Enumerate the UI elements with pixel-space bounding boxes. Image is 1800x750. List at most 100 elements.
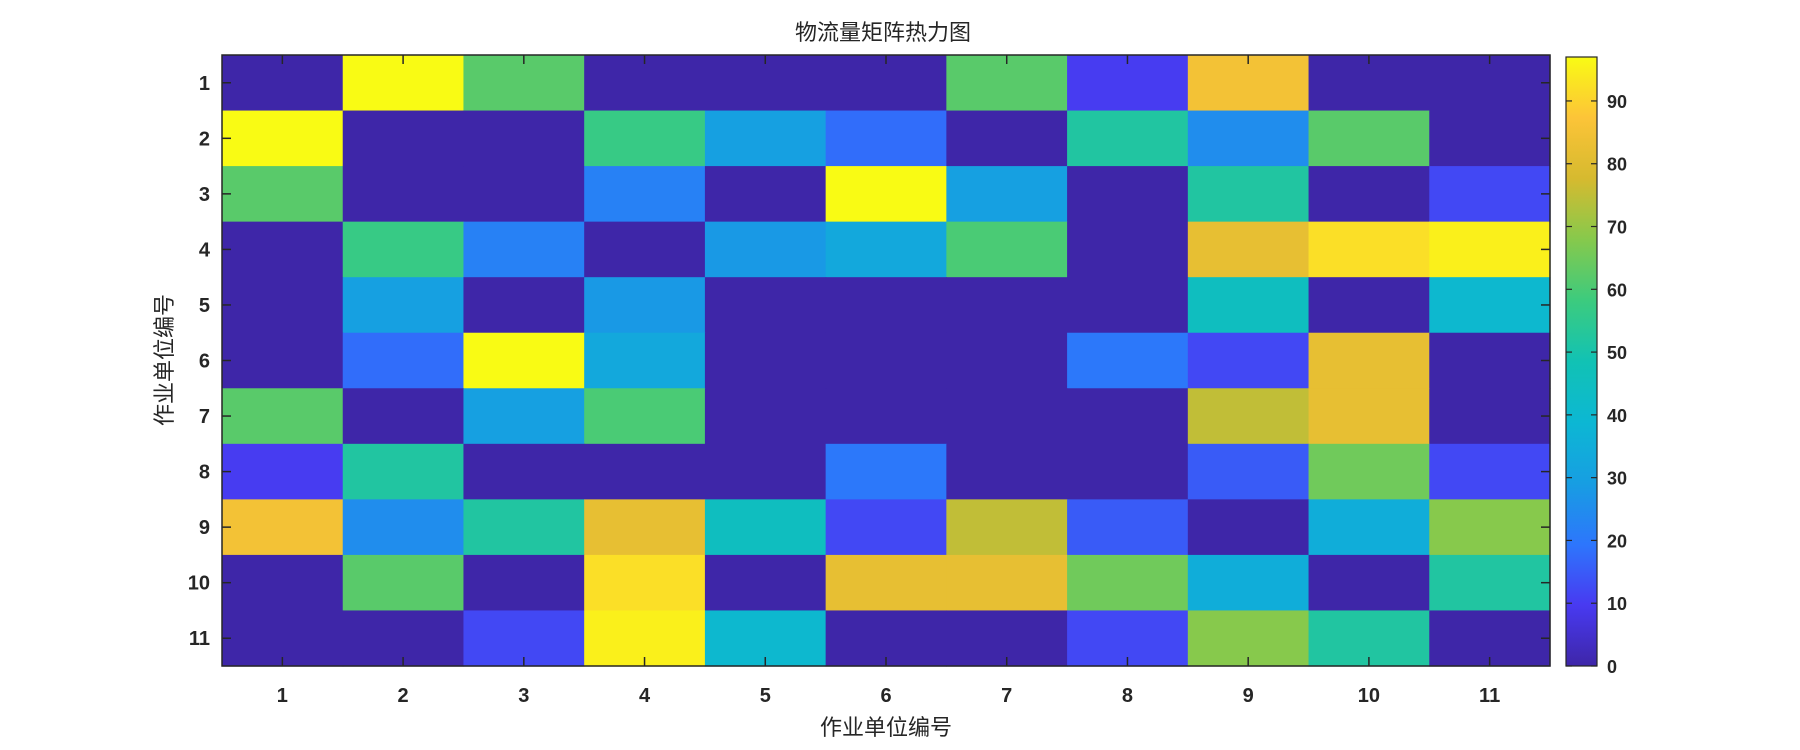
heatmap-cell	[1067, 110, 1189, 167]
heatmap-cell	[463, 166, 585, 223]
x-tick-label: 1	[277, 685, 288, 707]
heatmap-cell	[1067, 554, 1189, 612]
heatmap-cell	[825, 277, 947, 334]
heatmap-cell	[704, 166, 827, 223]
heatmap-cell	[1067, 55, 1189, 112]
heatmap-cell	[704, 55, 827, 112]
colorbar-tick-label: 70	[1607, 218, 1627, 238]
heatmap-cell	[1429, 277, 1551, 334]
heatmap-cell	[1308, 554, 1430, 612]
heatmap-cell	[463, 221, 585, 278]
heatmap-cell	[342, 166, 465, 223]
heatmap-cell	[946, 110, 1068, 167]
heatmap-cell	[584, 110, 706, 167]
x-tick-label: 6	[880, 685, 891, 707]
heatmap-cell	[584, 388, 706, 445]
heatmap-cell	[222, 55, 344, 112]
heatmap-cell	[704, 332, 827, 389]
heatmap-cell	[584, 221, 706, 278]
heatmap-cell	[1308, 55, 1430, 112]
heatmap-cell	[1308, 499, 1430, 556]
heatmap-cell	[222, 166, 344, 223]
heatmap-cell	[1067, 388, 1189, 445]
x-tick-label: 9	[1243, 685, 1254, 707]
heatmap-cell	[946, 55, 1068, 112]
heatmap-cell	[1187, 221, 1310, 278]
heatmap-cell	[704, 110, 827, 167]
colorbar-tick-label: 50	[1607, 343, 1627, 363]
heatmap-cell	[825, 55, 947, 112]
heatmap-cell	[704, 388, 827, 445]
x-axis-ticks: 1 2 3 4 5 6 7 8 9 10 11	[277, 55, 1500, 707]
heatmap-cell	[1308, 110, 1430, 167]
heatmap-cell	[584, 277, 706, 334]
heatmap-cell	[946, 277, 1068, 334]
heatmap-cell	[463, 443, 585, 500]
colorbar-tick-label: 30	[1607, 469, 1627, 489]
heatmap-cell	[1308, 277, 1430, 334]
heatmap-cell	[946, 499, 1068, 556]
heatmap-cell	[1308, 388, 1430, 445]
heatmap-cell	[1187, 332, 1310, 389]
heatmap-cell	[1187, 499, 1310, 556]
colorbar-tick-label: 40	[1607, 406, 1627, 426]
heatmap-cell	[222, 499, 344, 556]
heatmap-cell	[463, 499, 585, 556]
heatmap-cell	[704, 554, 827, 612]
heatmap-cell	[946, 166, 1068, 223]
heatmap-cell	[1187, 110, 1310, 167]
x-tick-label: 5	[760, 685, 771, 707]
heatmap-cell	[1308, 221, 1430, 278]
heatmap-cell	[1067, 277, 1189, 334]
heatmap-cell	[1308, 443, 1430, 500]
heatmap-cell	[342, 55, 465, 112]
heatmap-cell	[342, 332, 465, 389]
heatmap-cell	[825, 221, 947, 278]
colorbar-ticks: 0 10 20 30 40 50 60 70 80 90	[1566, 92, 1627, 677]
y-tick-label: 11	[189, 628, 210, 650]
heatmap-cell	[1187, 166, 1310, 223]
heatmap-cell	[222, 110, 344, 167]
y-axis-ticks: 1 2 3 4 5 6 7 8 9 10 11	[188, 73, 1550, 650]
x-tick-label: 2	[398, 685, 409, 707]
heatmap-cell	[463, 332, 585, 389]
x-tick-label: 4	[639, 685, 651, 707]
x-axis-label: 作业单位编号	[820, 716, 952, 741]
colorbar-tick-label: 60	[1607, 280, 1627, 300]
heatmap-cell	[1067, 166, 1189, 223]
colorbar-tick-label: 90	[1607, 92, 1627, 112]
heatmap-cell	[1187, 443, 1310, 500]
heatmap-cell	[946, 332, 1068, 389]
heatmap-cell	[1067, 499, 1189, 556]
heatmap-cell	[825, 166, 947, 223]
heatmap-cell	[463, 277, 585, 334]
heatmap-cell	[1429, 110, 1551, 167]
y-tick-label: 2	[199, 128, 210, 150]
heatmap-cell	[222, 443, 344, 500]
heatmap-cell	[1187, 388, 1310, 445]
colorbar-tick-label: 80	[1607, 155, 1627, 175]
heatmap-cell	[463, 554, 585, 612]
heatmap-cell	[584, 443, 706, 500]
heatmap-cell	[1067, 221, 1189, 278]
x-tick-label: 11	[1479, 685, 1500, 707]
heatmap-cell	[825, 388, 947, 445]
colorbar-tick-label: 0	[1607, 657, 1617, 677]
heatmap-cell	[1067, 443, 1189, 500]
heatmap-cell	[946, 554, 1068, 612]
heatmap-cell	[825, 332, 947, 389]
heatmap-cell	[342, 221, 465, 278]
heatmap-cell	[1187, 55, 1310, 112]
y-tick-label: 10	[188, 573, 210, 595]
heatmap-cell	[463, 388, 585, 445]
x-tick-label: 7	[1001, 685, 1012, 707]
colorbar-tick-label: 10	[1607, 594, 1627, 614]
heatmap-cell	[946, 443, 1068, 500]
heatmap-cell	[222, 221, 344, 278]
y-axis-label: 作业单位编号	[153, 294, 178, 426]
heatmap-cell	[704, 277, 827, 334]
heatmap-cells	[222, 55, 1551, 667]
y-tick-label: 1	[199, 73, 210, 95]
heatmap-cell	[584, 55, 706, 112]
